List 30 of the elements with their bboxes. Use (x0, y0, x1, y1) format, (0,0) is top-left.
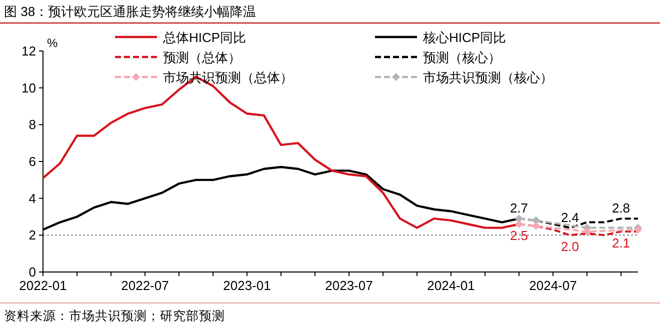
text: 资料来源：市场共识预测；研究部预测 (4, 309, 225, 323)
x-tick-label: 2023-07 (325, 278, 373, 293)
y-axis-title: % (47, 36, 58, 50)
y-tick-label: 4 (28, 190, 36, 206)
y-tick-label: 12 (22, 44, 36, 58)
annotation: 2.4 (560, 210, 580, 225)
annotation: 2.1 (612, 235, 630, 250)
y-tick-label: 8 (28, 117, 36, 132)
annotation: 2.8 (612, 200, 630, 216)
x-tick-label: 2023-01 (223, 278, 271, 293)
x-tick-label: 2024-07 (529, 278, 577, 293)
x-tick-label: 2022-01 (19, 278, 67, 293)
legend-label: 核心HICP同比 (422, 30, 506, 45)
point (532, 222, 540, 230)
point (583, 227, 591, 236)
legend-label: 市场共识预测（核心） (423, 70, 553, 85)
annotation: 2.5 (510, 228, 528, 244)
y-tick-label: 2 (28, 228, 36, 243)
x-tick-label: 2024-01 (427, 278, 475, 293)
point (515, 220, 523, 228)
y-tick-label: 10 (22, 80, 36, 96)
annotation: 2.7 (510, 200, 528, 216)
chart-title: 图 38：预计欧元区通胀走势将继续小幅降温 (4, 4, 256, 19)
y-tick-label: 0 (28, 264, 36, 280)
y-tick-label: 6 (28, 154, 36, 169)
legend-label: 预测（总体） (163, 50, 241, 65)
x-tick-label: 2022-07 (121, 278, 169, 293)
legend-label: 预测（核心） (423, 50, 501, 65)
annotation: 2.0 (560, 239, 580, 254)
legend-label: 总体HICP同比 (162, 30, 246, 45)
